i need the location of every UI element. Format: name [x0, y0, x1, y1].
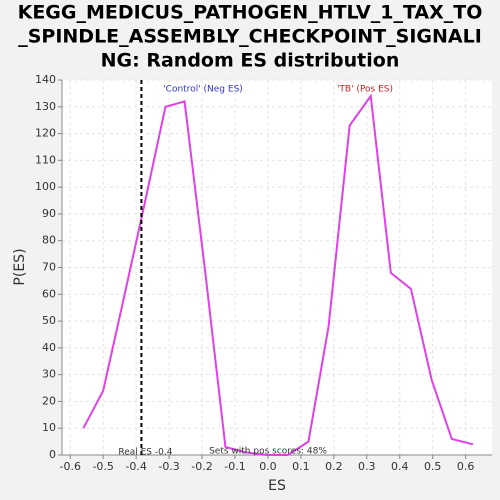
y-tick-label: 90: [42, 207, 56, 220]
chart-title: _SPINDLE_ASSEMBLY_CHECKPOINT_SIGNALI: [18, 26, 482, 48]
x-tick-label: -0.1: [224, 460, 245, 473]
y-tick-label: 130: [35, 100, 56, 113]
x-tick-label: -0.4: [125, 460, 146, 473]
x-tick-label: 0.3: [358, 460, 376, 473]
annotation: Sets with pos scores: 48%: [209, 447, 327, 457]
x-tick-label: -0.6: [60, 460, 81, 473]
y-tick-label: 70: [42, 261, 56, 274]
y-tick-label: 0: [49, 448, 56, 461]
chart-title: NG: Random ES distribution: [101, 50, 400, 72]
x-tick-label: 0.4: [391, 460, 409, 473]
x-axis-label: ES: [268, 478, 286, 494]
x-tick-label: -0.5: [92, 460, 113, 473]
annotation: Real ES -0.4: [118, 448, 172, 458]
x-tick-label: 0.2: [325, 460, 343, 473]
line: [82, 93, 474, 456]
y-tick-label: 20: [42, 394, 56, 407]
y-tick-label: 50: [42, 314, 56, 327]
y-tick-label: 140: [35, 73, 56, 86]
annotation: 'TB' (Pos ES): [337, 85, 393, 95]
y-tick-label: 10: [42, 421, 56, 434]
plot-area: [62, 80, 492, 455]
y-axis-label: P(ES): [12, 248, 28, 285]
x-tick-label: -0.2: [191, 460, 212, 473]
y-tick-label: 110: [35, 153, 56, 166]
y-tick-label: 30: [42, 368, 56, 381]
x-tick-label: 0.0: [259, 460, 277, 473]
y-tick-label: 80: [42, 234, 56, 247]
x-tick-label: 0.1: [292, 460, 310, 473]
x-tick-label: 0.6: [457, 460, 475, 473]
y-tick-label: 40: [42, 341, 56, 354]
annotation: 'Control' (Neg ES): [163, 85, 243, 95]
x-tick-label: 0.5: [424, 460, 442, 473]
chart-title: KEGG_MEDICUS_PATHOGEN_HTLV_1_TAX_TO: [18, 2, 483, 24]
y-tick-label: 60: [42, 287, 56, 300]
y-tick-label: 100: [35, 180, 56, 193]
y-tick-label: 120: [35, 127, 56, 140]
x-tick-label: -0.3: [158, 460, 179, 473]
